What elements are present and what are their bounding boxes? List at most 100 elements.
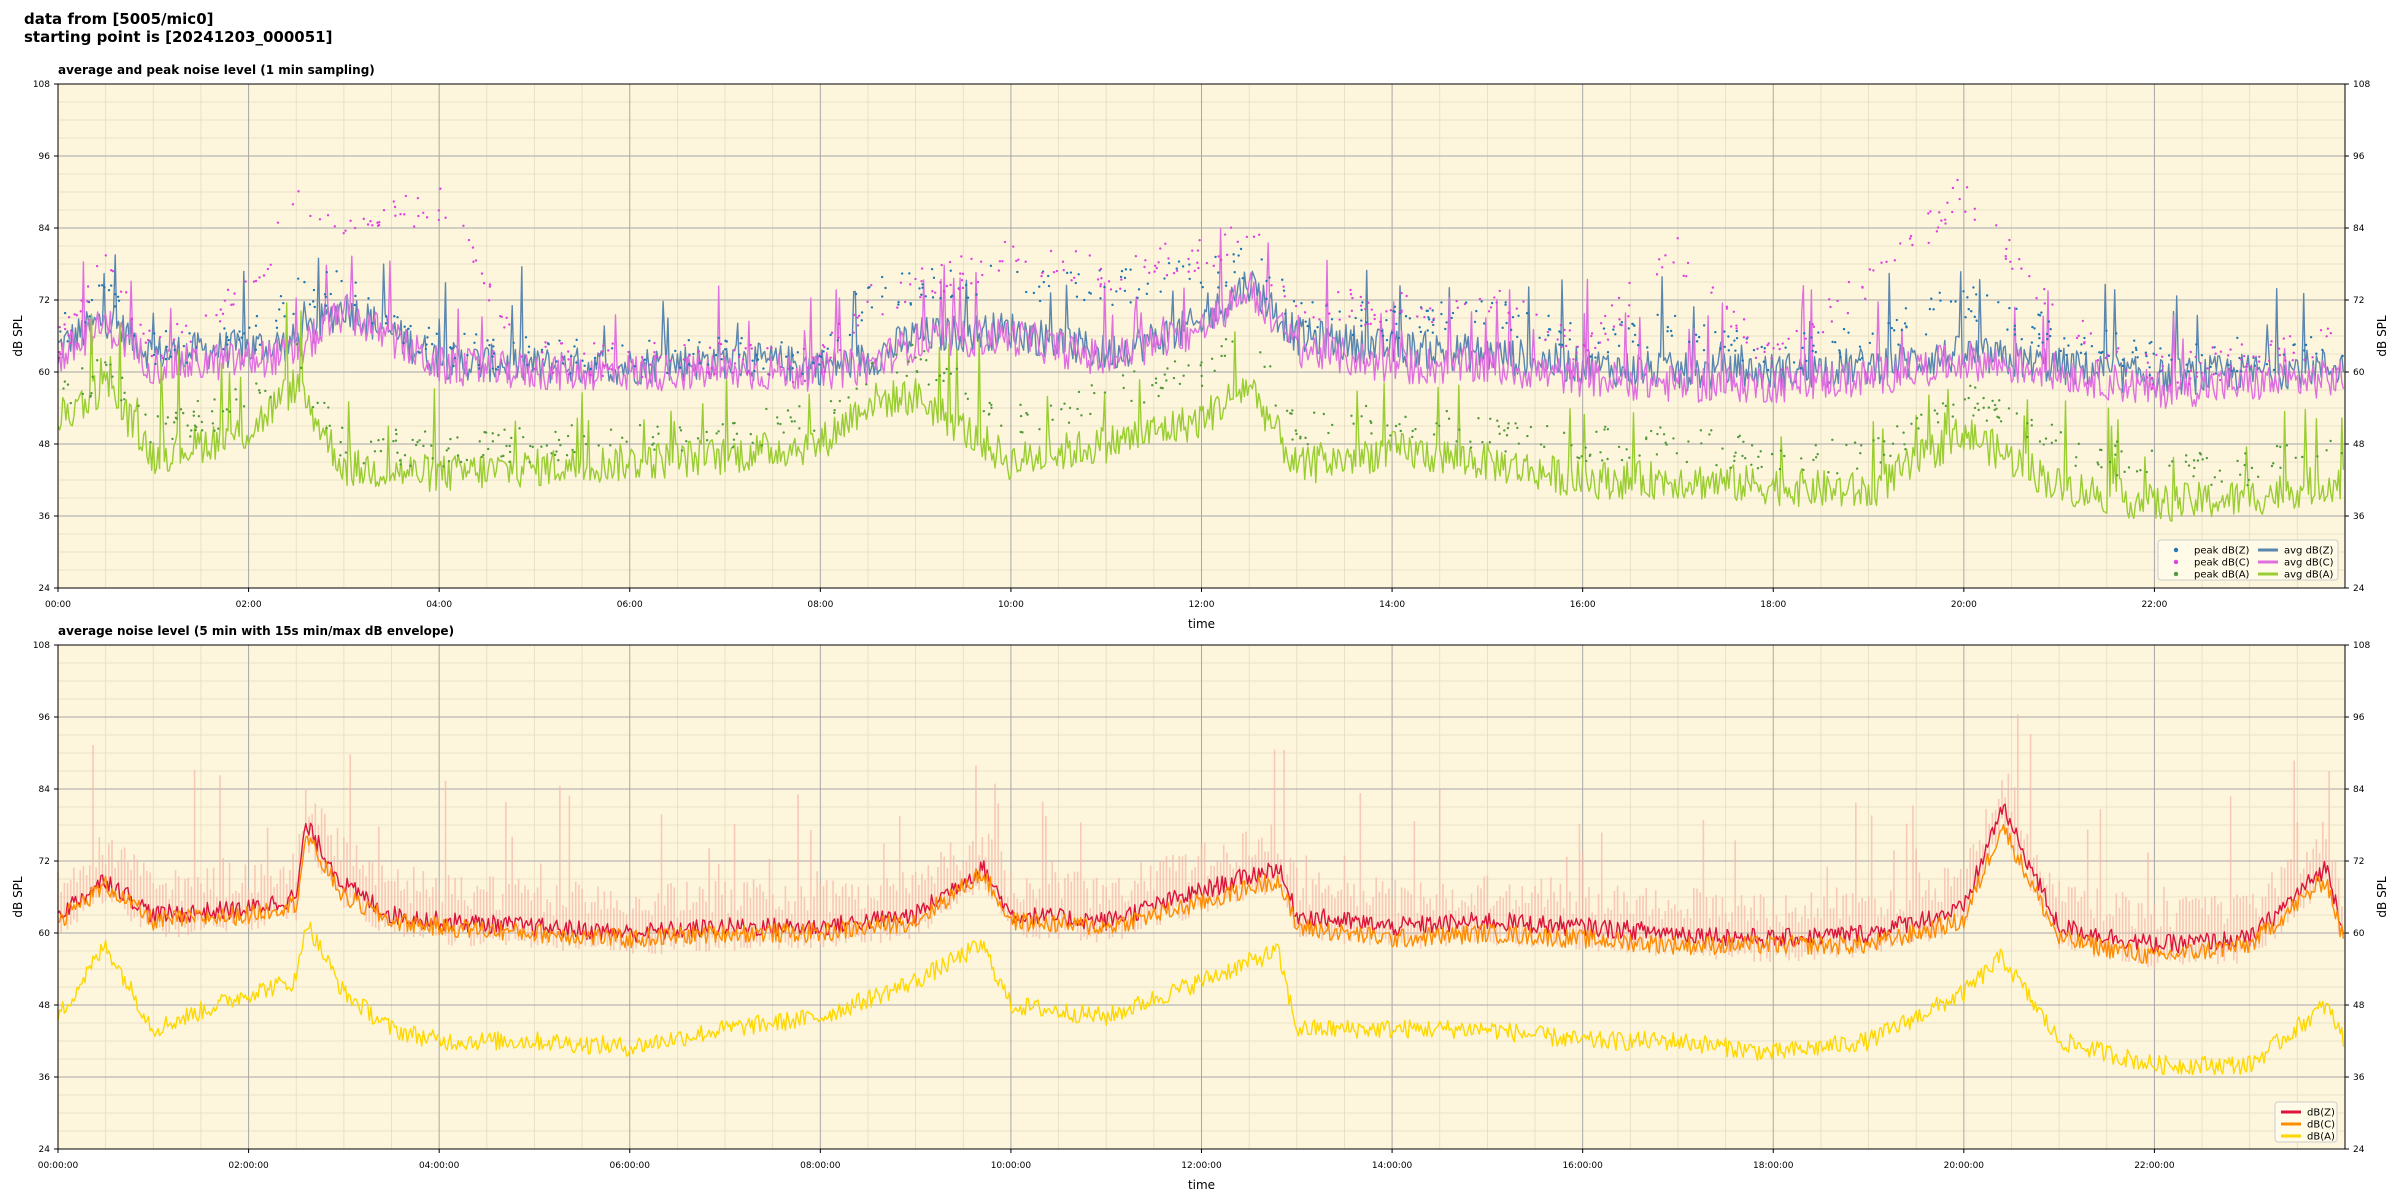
peak-point: [226, 288, 230, 292]
peak-point: [2146, 361, 2150, 364]
peak-point: [658, 356, 662, 359]
peak-point: [921, 286, 924, 289]
series-avg-db-c: [57, 227, 2345, 409]
peak-point: [266, 267, 270, 271]
peak-point: [919, 295, 922, 299]
peak-point: [1996, 415, 1999, 419]
peak-point: [2042, 443, 2045, 446]
peak-point: [1291, 438, 1294, 441]
peak-point: [2272, 368, 2276, 372]
x-tick-label: 18:00:00: [1753, 1161, 1794, 1171]
peak-point: [854, 292, 858, 296]
peak-point: [2185, 363, 2188, 366]
peak-point: [1337, 290, 1340, 294]
peak-point: [2084, 352, 2087, 356]
peak-point: [1710, 291, 1713, 294]
peak-point: [2030, 424, 2033, 427]
peak-point: [1604, 425, 1607, 429]
peak-point: [2026, 435, 2029, 439]
peak-point: [1077, 273, 1080, 276]
peak-point: [1370, 421, 1373, 425]
y-tick-label-left: 24: [39, 1145, 51, 1155]
y-tick-label-right: 72: [2353, 296, 2364, 306]
peak-point: [1694, 333, 1698, 336]
y-tick-label-left: 72: [39, 296, 50, 306]
peak-point: [142, 332, 145, 335]
y-tick-label-left: 72: [39, 857, 50, 867]
peak-point: [714, 353, 718, 357]
peak-point: [2304, 343, 2308, 347]
peak-point: [1741, 359, 1745, 362]
peak-point: [1478, 297, 1482, 301]
peak-point: [1892, 329, 1896, 332]
peak-point: [1970, 309, 1973, 313]
peak-point: [2048, 334, 2052, 338]
legend-box: [2157, 539, 2339, 581]
peak-point: [2148, 373, 2152, 377]
peak-point: [1418, 326, 1421, 329]
peak-point: [1604, 332, 1607, 336]
peak-point: [1719, 347, 1722, 350]
peak-point: [582, 435, 586, 438]
peak-point: [1544, 338, 1547, 342]
peak-point: [2115, 332, 2118, 335]
peak-point: [354, 281, 357, 284]
peak-point: [1359, 304, 1363, 307]
peak-point: [1656, 313, 1659, 317]
peak-point: [2133, 339, 2136, 342]
peak-point: [1695, 340, 1699, 343]
peak-point: [1349, 293, 1353, 296]
peak-point: [63, 311, 67, 315]
peak-point: [213, 398, 216, 401]
peak-point: [521, 435, 525, 439]
peak-point: [812, 356, 815, 359]
peak-point: [1060, 407, 1063, 411]
peak-point: [1225, 253, 1229, 257]
peak-point: [916, 370, 919, 374]
peak-point: [1306, 442, 1309, 446]
peak-point: [444, 216, 447, 219]
peak-point: [1638, 454, 1641, 457]
peak-point: [2218, 469, 2222, 472]
peak-point: [88, 315, 91, 318]
peak-point: [1134, 254, 1138, 258]
peak-point: [745, 372, 749, 375]
peak-point: [1096, 278, 1100, 281]
peak-point: [2008, 238, 2011, 242]
peak-point: [884, 286, 887, 290]
peak-point: [589, 373, 592, 377]
peak-point: [75, 314, 79, 317]
peak-point: [505, 316, 508, 320]
peak-point: [109, 363, 112, 366]
peak-point: [1951, 210, 1954, 214]
peak-point: [767, 372, 770, 376]
peak-point: [1817, 331, 1820, 334]
peak-point: [733, 349, 736, 352]
series-avg-db-z: [57, 254, 2345, 397]
peak-point: [173, 348, 176, 352]
peak-point: [1386, 424, 1389, 427]
peak-point: [393, 315, 396, 318]
peak-point: [1210, 357, 1214, 361]
peak-point: [1506, 426, 1510, 430]
peak-point: [430, 342, 434, 346]
peak-point: [945, 284, 949, 288]
peak-point: [478, 440, 481, 443]
peak-point: [1831, 438, 1834, 442]
peak-point: [2257, 360, 2261, 363]
peak-point: [1074, 250, 1078, 253]
peak-point: [1603, 428, 1606, 431]
peak-point: [751, 441, 754, 445]
peak-point: [2114, 453, 2117, 456]
peak-point: [1237, 254, 1240, 257]
peak-point: [1252, 235, 1256, 238]
peak-point: [1080, 414, 1083, 417]
peak-point: [204, 314, 208, 317]
peak-point: [1784, 346, 1787, 349]
peak-point: [62, 387, 65, 390]
peak-point: [1685, 274, 1688, 278]
peak-point: [447, 460, 451, 463]
peak-point: [58, 350, 61, 354]
peak-point: [1151, 384, 1154, 387]
